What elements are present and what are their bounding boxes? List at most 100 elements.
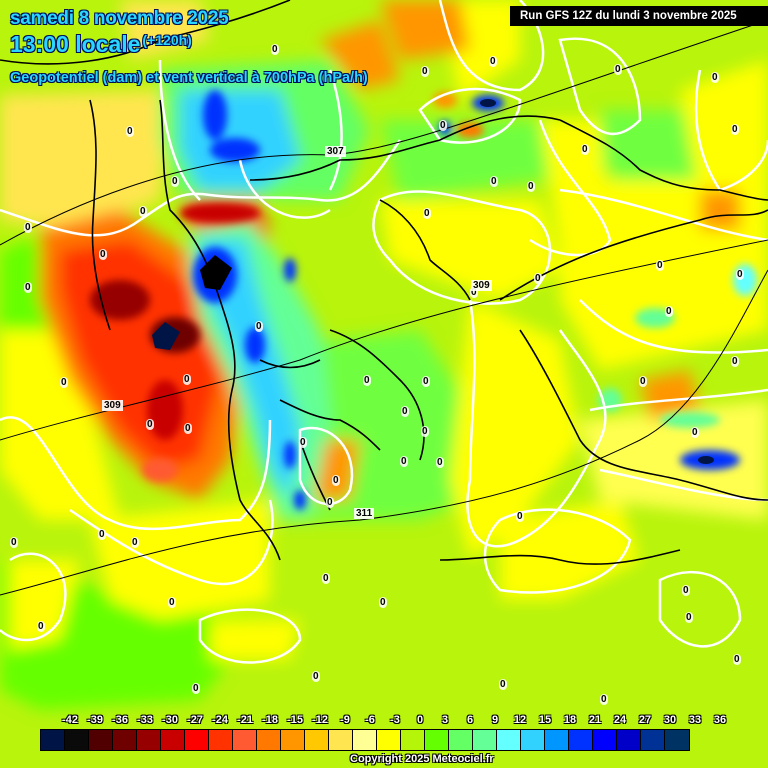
colorbar-swatch — [641, 730, 665, 750]
zero-contour-label: 0 — [184, 423, 192, 434]
parameter-title: Geopotentiel (dam) et vent vertical à 70… — [10, 70, 368, 86]
colorbar-swatch — [377, 730, 401, 750]
zero-contour-label: 0 — [363, 375, 371, 386]
colorbar-tick-label: 15 — [538, 714, 552, 726]
zero-contour-label: 0 — [516, 511, 524, 522]
zero-contour-label: 0 — [614, 64, 622, 75]
zero-contour-label: 0 — [490, 176, 498, 187]
geopotential-contour-label: 307 — [325, 146, 346, 157]
colorbar-tick-label: -30 — [162, 714, 178, 726]
lead-time: (+120h) — [142, 32, 192, 48]
colorbar-swatch — [161, 730, 185, 750]
model-run-info: Run GFS 12Z du lundi 3 novembre 2025 — [510, 6, 768, 26]
colorbar-tick-label: 12 — [513, 714, 527, 726]
colorbar-tick-label: -27 — [187, 714, 203, 726]
zero-contour-label: 0 — [600, 694, 608, 705]
colorbar-swatch — [281, 730, 305, 750]
colorbar-swatch — [545, 730, 569, 750]
zero-contour-label: 0 — [10, 537, 18, 548]
colorbar-tick-label: 36 — [713, 714, 727, 726]
colorbar-swatch — [593, 730, 617, 750]
colorbar-swatch — [497, 730, 521, 750]
zero-contour-label: 0 — [733, 654, 741, 665]
zero-contour-label: 0 — [421, 66, 429, 77]
zero-contour-label: 0 — [24, 222, 32, 233]
colorbar-swatch — [185, 730, 209, 750]
zero-contour-label: 0 — [271, 44, 279, 55]
zero-contour-label: 0 — [665, 306, 673, 317]
zero-contour-label: 0 — [439, 120, 447, 131]
zero-contour-label: 0 — [711, 72, 719, 83]
zero-contour-label: 0 — [171, 176, 179, 187]
zero-contours — [0, 0, 768, 664]
colorbar-swatch — [329, 730, 353, 750]
zero-contour-label: 0 — [98, 529, 106, 540]
forecast-time: 13:00 locale (+120h) — [10, 31, 192, 58]
zero-contour-label: 0 — [255, 321, 263, 332]
zero-contour-label: 0 — [99, 249, 107, 260]
zero-contour-label: 0 — [60, 377, 68, 388]
zero-contour-label: 0 — [400, 456, 408, 467]
zero-contour-label: 0 — [326, 497, 334, 508]
zero-contour-label: 0 — [639, 376, 647, 387]
zero-contour-label: 0 — [131, 537, 139, 548]
colorbar-tick-label: -12 — [312, 714, 328, 726]
colorbar-tick-label: -36 — [112, 714, 128, 726]
colorbar-swatch — [257, 730, 281, 750]
zero-contour-label: 0 — [489, 56, 497, 67]
zero-contour-label: 0 — [731, 124, 739, 135]
colorbar-swatch — [137, 730, 161, 750]
zero-contour-label: 0 — [534, 273, 542, 284]
zero-contour-label: 0 — [379, 597, 387, 608]
colorbar-swatch — [65, 730, 89, 750]
zero-contour-label: 0 — [422, 376, 430, 387]
zero-contour-label: 0 — [299, 437, 307, 448]
zero-contour-label: 0 — [24, 282, 32, 293]
colorbar-tick-label: -15 — [287, 714, 303, 726]
field-shading — [0, 0, 768, 710]
colorbar-tick-label: 0 — [416, 714, 424, 726]
zero-contour-label: 0 — [332, 475, 340, 486]
zero-contour-label: 0 — [527, 181, 535, 192]
local-time: 13:00 locale — [10, 31, 141, 57]
colorbar-swatch — [569, 730, 593, 750]
colorbar-ticks: -42 -39 -36 -33 -30 -27 -24 -21 -18 -15 -12 -9 -6 -3 0… — [40, 714, 740, 728]
colorbar-swatch — [41, 730, 65, 750]
zero-contour-label: 0 — [656, 260, 664, 271]
colorbar-tick-label: 9 — [491, 714, 499, 726]
zero-contour-label: 0 — [37, 621, 45, 632]
zero-contour-label: 0 — [436, 457, 444, 468]
colorbar-tick-label: 24 — [613, 714, 627, 726]
zero-contour-label: 0 — [581, 144, 589, 155]
zero-contour-label: 0 — [682, 585, 690, 596]
colorbar-swatch — [209, 730, 233, 750]
colorbar-tick-label: 27 — [638, 714, 652, 726]
colorbar-tick-label: -39 — [87, 714, 103, 726]
colorbar-swatch — [305, 730, 329, 750]
geopotential-contour-label: 309 — [102, 400, 123, 411]
geopotential-contour-label: 311 — [354, 508, 375, 519]
zero-contour-label: 0 — [499, 679, 507, 690]
zero-contour-label: 0 — [421, 426, 429, 437]
colorbar-swatch — [233, 730, 257, 750]
colorbar-tick-label: -24 — [212, 714, 228, 726]
colorbar-swatch — [113, 730, 137, 750]
colorbar-swatch — [473, 730, 497, 750]
zero-contour-label: 0 — [736, 269, 744, 280]
forecast-date: samedi 8 novembre 2025 — [10, 8, 229, 29]
colorbar-tick-label: -21 — [237, 714, 253, 726]
colorbar-tick-label: -33 — [137, 714, 153, 726]
colorbar-swatch — [353, 730, 377, 750]
colorbar-swatch — [665, 730, 689, 750]
copyright: Copyright 2025 Meteociel.fr — [350, 753, 494, 765]
colorbar-tick-label: 33 — [688, 714, 702, 726]
zero-contour-label: 0 — [322, 573, 330, 584]
colorbar-tick-label: -3 — [390, 714, 400, 726]
colorbar-swatch — [521, 730, 545, 750]
colorbar-tick-label: -6 — [365, 714, 375, 726]
colorbar-swatch — [449, 730, 473, 750]
zero-contour-label: 0 — [183, 374, 191, 385]
colorbar-tick-label: -9 — [340, 714, 350, 726]
zero-contour-label: 0 — [139, 206, 147, 217]
